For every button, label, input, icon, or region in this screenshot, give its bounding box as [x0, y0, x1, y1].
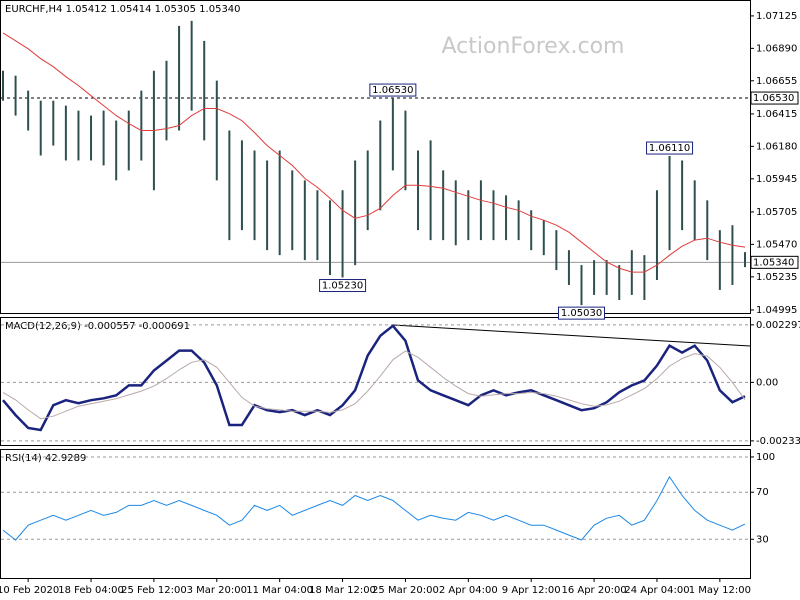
y-tick-label: 1.04995 — [756, 305, 797, 316]
x-tick-label: 9 Apr 12:00 — [502, 585, 561, 596]
y-tick-label: 0.002297 — [756, 320, 800, 331]
x-tick-label: 1 May 12:00 — [689, 585, 751, 596]
series-line — [2, 324, 746, 432]
annotation: 1.05230 — [322, 281, 363, 292]
price-panel — [0, 0, 751, 314]
price-label-box — [750, 91, 799, 105]
x-tick-label: 11 Mar 04:00 — [246, 585, 313, 596]
y-tick-label: 1.06890 — [756, 43, 797, 54]
x-tick-label: 24 Apr 04:00 — [624, 585, 689, 596]
y-tick-label: 30 — [756, 534, 769, 545]
annotation-box — [369, 83, 417, 97]
series-line — [2, 475, 746, 541]
trend-line — [392, 324, 751, 347]
x-tick-label: 2 Apr 04:00 — [439, 585, 498, 596]
rsi-panel — [0, 449, 751, 579]
x-tick-label: 25 Feb 12:00 — [121, 585, 187, 596]
series-line — [2, 350, 746, 420]
y-tick-label: 70 — [756, 487, 769, 498]
macd-panel — [0, 317, 751, 446]
y-tick-label: 0.00 — [756, 377, 778, 388]
y-tick-label: 1.05945 — [756, 174, 797, 185]
y-tick-label: 1.07125 — [756, 11, 797, 22]
x-tick-label: 25 Mar 20:00 — [372, 585, 439, 596]
y-tick-label: 1.05235 — [756, 272, 797, 283]
x-tick-label: 18 Mar 12:00 — [309, 585, 376, 596]
y-tick-label: 1.05470 — [756, 239, 797, 250]
y-tick-label: 1.06415 — [756, 109, 797, 120]
x-tick-label: 3 Mar 20:00 — [187, 585, 247, 596]
price-label-box — [750, 255, 799, 269]
watermark: ActionForex.com — [442, 34, 625, 59]
y-tick-label: -0.002336 — [756, 436, 800, 447]
x-tick-label: 18 Feb 04:00 — [58, 585, 124, 596]
annotation: 1.06110 — [649, 143, 690, 154]
x-tick-label: 10 Feb 2020 — [0, 585, 59, 596]
series-line — [2, 32, 746, 273]
y-tick-label: 1.05705 — [756, 207, 797, 218]
price-label: 1.05340 — [753, 257, 794, 268]
x-tick-label: 16 Apr 20:00 — [561, 585, 626, 596]
rsi-title: RSI(14) 42.9289 — [5, 453, 86, 464]
y-tick-label: 1.06180 — [756, 141, 797, 152]
y-tick-label: 100 — [756, 452, 775, 463]
annotation-box — [319, 279, 367, 293]
annotation: 1.05030 — [561, 308, 602, 319]
y-tick-label: 1.06655 — [756, 76, 797, 87]
price-label: 1.06530 — [753, 93, 794, 104]
annotation: 1.06530 — [372, 85, 413, 96]
annotation-box — [558, 306, 606, 320]
macd-title: MACD(12,26,9) -0.000557 -0.000691 — [5, 321, 190, 332]
annotation-box — [646, 141, 694, 155]
price-title: EURCHF,H4 1.05412 1.05414 1.05305 1.0534… — [5, 4, 241, 15]
